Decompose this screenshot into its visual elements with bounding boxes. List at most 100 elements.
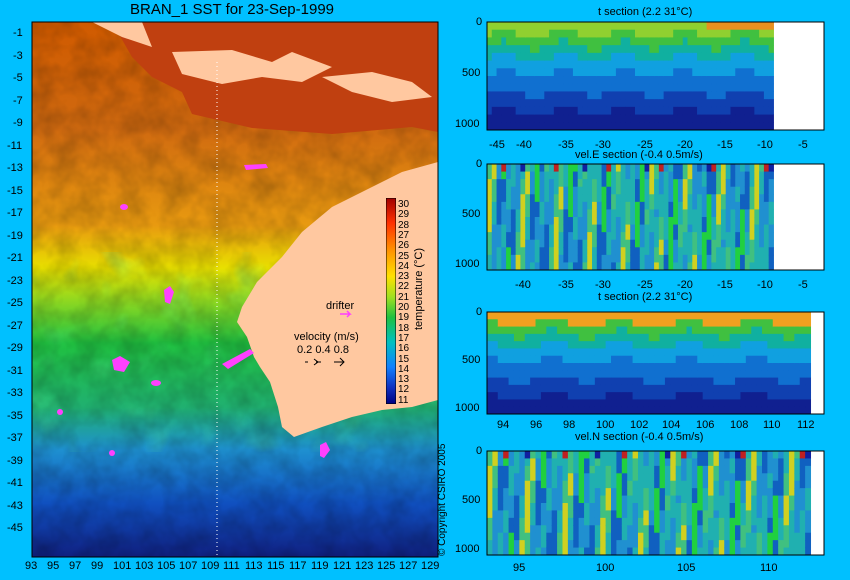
section-x-tick: 98 — [563, 419, 576, 431]
colorbar-tick: 27 — [398, 229, 410, 241]
section-x-tick: -20 — [677, 139, 693, 151]
section-heatmap — [486, 450, 825, 556]
section-x-tick: 110 — [760, 562, 778, 574]
section-x-tick: -15 — [717, 139, 733, 151]
map-x-tick: 95 — [47, 560, 60, 572]
map-y-tick: -5 — [13, 72, 23, 84]
velocity-scale: 0.2 0.4 0.8 — [297, 344, 349, 356]
map-x-tick: 111 — [223, 560, 240, 572]
colorbar-tick: 25 — [398, 250, 410, 262]
colorbar-tick: 15 — [398, 353, 410, 365]
colorbar-tick: 22 — [398, 281, 410, 293]
map-x-tick: 127 — [399, 560, 418, 572]
section-x-tick: 100 — [596, 419, 615, 431]
map-y-tick: -23 — [7, 274, 23, 287]
section-y-tick: 0 — [476, 306, 483, 318]
section-title: t section (2.2 31°C) — [598, 291, 693, 303]
map-y-tick: -45 — [7, 522, 23, 534]
section-y-tick: 1000 — [455, 257, 480, 270]
section-x-tick: 94 — [497, 419, 510, 431]
sst-map — [31, 21, 439, 558]
map-x-tick: 117 — [289, 560, 307, 572]
colorbar-tick: 28 — [398, 219, 410, 231]
map-x-tick: 101 — [113, 560, 132, 572]
map-y-tick: -3 — [13, 49, 23, 62]
section-x-tick: -40 — [515, 279, 531, 291]
section-x-tick: 112 — [797, 419, 815, 431]
colorbar-tick: 14 — [398, 363, 410, 375]
map-x-tick: 121 — [333, 560, 352, 572]
section-x-tick: -30 — [595, 139, 611, 151]
colorbar-label: temperature (°C) — [413, 247, 425, 330]
map-x-tick: 113 — [245, 560, 263, 572]
section-y-tick: 0 — [476, 16, 483, 28]
map-title: BRAN_1 SST for 23-Sep-1999 — [130, 1, 335, 18]
section-x-tick: 106 — [696, 419, 715, 431]
map-y-tick: -41 — [7, 477, 23, 489]
section-x-tick: -10 — [757, 139, 773, 151]
colorbar-tick: 20 — [398, 302, 410, 313]
map-x-tick: 129 — [421, 560, 440, 572]
section-x-tick: -5 — [798, 279, 808, 291]
map-x-tick: 115 — [267, 560, 285, 572]
map-x-tick: 107 — [179, 560, 198, 572]
map-y-tick: -7 — [13, 94, 23, 107]
map-y-tick: -35 — [7, 409, 23, 422]
map-x-tick: 109 — [201, 560, 220, 572]
map-x-tick: 125 — [377, 560, 396, 572]
section-x-tick: -35 — [558, 139, 574, 151]
map-y-tick: -1 — [13, 27, 23, 39]
section-heatmap — [486, 163, 825, 271]
map-y-tick: -43 — [7, 499, 23, 512]
section-x-tick: 110 — [763, 419, 781, 431]
velocity-label: velocity (m/s) — [294, 331, 359, 343]
map-y-tick: -31 — [7, 364, 23, 377]
section-x-tick: -10 — [757, 279, 773, 291]
section-y-tick: 1000 — [455, 542, 480, 555]
section-title: vel.N section (-0.4 0.5m/s) — [575, 431, 704, 443]
section-y-tick: 1000 — [455, 117, 480, 130]
colorbar-tick: 17 — [398, 332, 410, 344]
map-y-tick: -27 — [7, 319, 23, 332]
colorbar-tick: 23 — [398, 271, 410, 283]
section-y-tick: 500 — [462, 493, 481, 506]
section-x-tick: -25 — [637, 139, 653, 151]
map-y-tick: -29 — [7, 342, 23, 354]
map-y-tick: -9 — [13, 117, 23, 129]
map-y-tick: -15 — [7, 184, 23, 197]
map-x-tick: 123 — [355, 560, 374, 572]
section-y-tick: 0 — [476, 158, 483, 170]
colorbar-tick: 30 — [398, 199, 410, 210]
section-x-tick: -15 — [717, 279, 733, 291]
map-y-tick: -13 — [7, 162, 23, 174]
section-x-tick: 96 — [530, 419, 543, 431]
map-y-tick: -33 — [7, 387, 23, 399]
map-y-tick: -37 — [7, 432, 23, 444]
colorbar-tick: 13 — [398, 374, 410, 386]
drifter-tracks — [57, 164, 352, 458]
map-y-tick: -17 — [7, 207, 23, 219]
section-x-tick: 108 — [730, 419, 749, 431]
map-y-tick: -21 — [7, 252, 23, 264]
map-x-tick: 97 — [69, 560, 82, 572]
colorbar-tick: 26 — [398, 240, 410, 252]
section-title: t section (2.2 31°C) — [598, 6, 693, 18]
section-x-tick: -35 — [558, 279, 574, 291]
section-title: vel.E section (-0.4 0.5m/s) — [575, 149, 703, 161]
colorbar-tick: 18 — [398, 322, 410, 334]
section-x-tick: -30 — [595, 279, 611, 291]
section-heatmap — [486, 21, 825, 131]
map-y-tick: -11 — [7, 139, 23, 152]
colorbar-tick: 11 — [398, 394, 409, 406]
section-y-tick: 500 — [462, 207, 481, 220]
section-y-tick: 500 — [462, 66, 481, 79]
section-y-tick: 1000 — [455, 401, 480, 414]
colorbar — [386, 198, 396, 404]
map-y-tick: -39 — [7, 454, 23, 467]
map-x-tick: 93 — [25, 560, 38, 572]
section-x-tick: 104 — [662, 419, 681, 431]
drifter-label: drifter — [326, 300, 355, 312]
section-x-tick: -20 — [677, 279, 693, 291]
velocity-arrows-legend — [305, 357, 345, 367]
section-x-tick: -40 — [516, 139, 532, 151]
